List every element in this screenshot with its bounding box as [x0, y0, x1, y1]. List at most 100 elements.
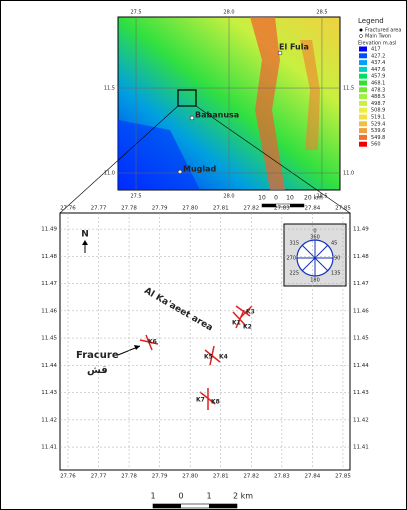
x-tick-label: 27.77 [91, 474, 107, 480]
town [278, 51, 282, 55]
town [178, 170, 182, 174]
site-label: K4 [219, 354, 228, 361]
legend-entry: 437.4 [371, 60, 385, 66]
legend-swatch [359, 60, 367, 65]
legend-entry: 488.5 [371, 94, 385, 100]
main-map: N Al Ka'aeet area Fracure قش K1 K2 K3 K4… [41, 206, 369, 509]
x-tick-label: 27.80 [182, 206, 198, 212]
legend-entry: 417 [371, 47, 381, 53]
legend-swatch [359, 74, 367, 79]
scale-bar [209, 504, 237, 508]
y-tick-label: 11.49 [41, 227, 57, 233]
x-tick-label: 27.84 [305, 206, 321, 212]
compass-lines [297, 240, 333, 276]
legend-swatch [359, 67, 367, 72]
place-label: Muglad [183, 165, 217, 174]
y-tick-label: 11.45 [41, 336, 57, 342]
x-tick-label: 28.0 [223, 194, 234, 200]
legend-entry: 549.8 [371, 135, 385, 141]
legend-entry: 498.7 [371, 101, 385, 107]
y-tick-label: 11.44 [353, 363, 369, 369]
scale-label: 0 [178, 492, 183, 501]
place-label: Babanusa [195, 111, 239, 120]
y-tick-label: 11.45 [353, 336, 369, 342]
x-tick-label: 27.80 [182, 474, 198, 480]
legend-swatch [359, 115, 367, 120]
x-tick-label: 28.5 [316, 10, 327, 16]
y-tick-label: 11.48 [41, 254, 57, 260]
x-tick-label: 28.0 [223, 10, 234, 16]
legend-title: Legend [358, 17, 384, 25]
place-label: El Fula [279, 43, 309, 52]
north-label: N [81, 230, 89, 240]
x-tick-label: 27.85 [335, 474, 351, 480]
legend-swatch [359, 94, 367, 99]
scale-label: 1 [150, 492, 155, 501]
x-tick-label: 27.82 [243, 206, 259, 212]
site-label: K3 [246, 309, 255, 316]
site-label: K2 [243, 324, 252, 331]
x-tick-label: 27.82 [243, 474, 259, 480]
y-tick-label: 11.5 [104, 86, 115, 92]
legend-entry: 529.4 [371, 121, 385, 127]
y-tick-label: 11.42 [353, 417, 369, 423]
compass: 0 360 45 90 135 180 225 270 315 [284, 224, 346, 286]
town [190, 116, 194, 120]
legend-entry: Main Twon [365, 34, 391, 40]
compass-label: 135 [331, 271, 341, 277]
x-tick-label: 27.76 [60, 474, 76, 480]
site-label: K6 [148, 339, 157, 346]
site-label: K8 [211, 399, 220, 406]
compass-label: 360 [310, 235, 320, 241]
compass-label: 45 [331, 241, 337, 247]
compass-label: 225 [289, 271, 299, 277]
x-tick-label: 28.5 [316, 194, 327, 200]
compass-label: 180 [310, 278, 320, 284]
y-tick-label: 11.0 [343, 171, 354, 177]
x-tick-label: 27.76 [60, 206, 76, 212]
fracture-label: Fracure [76, 350, 119, 361]
legend-swatch [359, 108, 367, 113]
legend-entry: 519.1 [371, 115, 385, 121]
y-tick-label: 11.48 [353, 254, 369, 260]
x-tick-label: 27.78 [121, 206, 137, 212]
x-tick-label: 27.78 [121, 474, 137, 480]
site-label: K7 [196, 397, 205, 404]
x-tick-label: 27.79 [152, 474, 168, 480]
legend-entry: 508.9 [371, 108, 385, 114]
y-tick-label: 11.5 [343, 86, 354, 92]
figure: El Fula Babanusa Muglad 10 0 10 20 km 27… [0, 0, 407, 510]
legend-swatch [359, 101, 367, 106]
scale-label: 1 [206, 492, 211, 501]
y-tick-label: 11.41 [353, 445, 369, 451]
y-tick-label: 11.49 [353, 227, 369, 233]
legend-symbol [360, 35, 363, 38]
scale-label: 0 [274, 195, 278, 202]
legend-swatch [359, 135, 367, 140]
y-tick-label: 11.42 [41, 417, 57, 423]
x-tick-label: 27.77 [91, 206, 107, 212]
x-tick-label: 27.81 [213, 474, 229, 480]
y-tick-label: 11.0 [104, 171, 115, 177]
legend-entry: 468.1 [371, 81, 385, 87]
x-tick-label: 27.84 [305, 474, 321, 480]
legend-entry: 447.6 [371, 67, 385, 73]
legend-swatch [359, 142, 367, 147]
x-tick-label: 27.79 [152, 206, 168, 212]
x-tick-label: 27.83 [274, 474, 290, 480]
y-tick-label: 11.41 [41, 445, 57, 451]
legend-swatch [359, 121, 367, 126]
scale-bar [290, 204, 304, 207]
y-tick-label: 11.44 [41, 363, 57, 369]
compass-label: 315 [289, 241, 299, 247]
x-tick-label: 27.81 [213, 206, 229, 212]
x-tick-label: 27.5 [130, 194, 141, 200]
y-tick-label: 11.46 [41, 308, 57, 314]
scale-label: 10 [258, 195, 266, 202]
legend-entry: 539.6 [371, 128, 385, 134]
legend-swatch [359, 47, 367, 52]
legend-entry: 427.2 [371, 53, 385, 59]
y-tick-label: 11.47 [353, 281, 369, 287]
scale-bar [153, 504, 181, 508]
y-tick-label: 11.43 [41, 390, 57, 396]
